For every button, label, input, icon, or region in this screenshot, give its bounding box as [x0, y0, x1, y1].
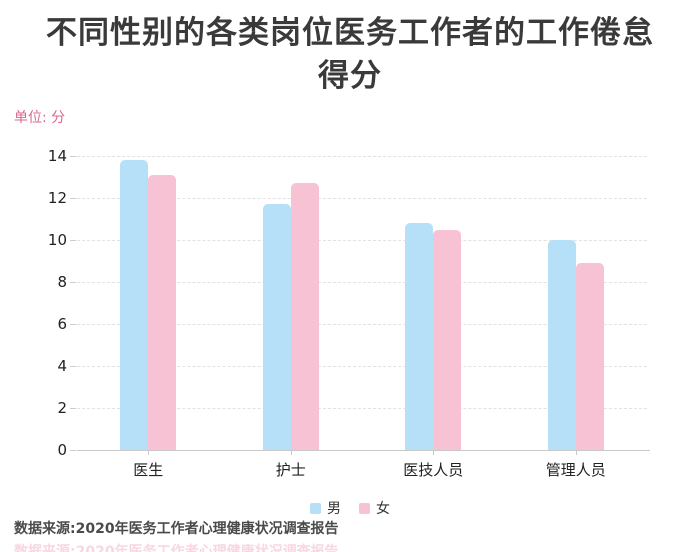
- unit-label: 单位: 分: [14, 110, 66, 126]
- y-axis-tick-2: [70, 408, 76, 409]
- x-axis-line: [77, 450, 650, 451]
- legend-label-female: 女: [376, 501, 390, 517]
- y-axis-tick-0: [70, 450, 76, 451]
- chart-title-line1: 不同性别的各类岗位医务工作者的工作倦怠: [46, 15, 654, 51]
- gridline-y14: [77, 156, 647, 157]
- bar-male-management-staff: [547, 240, 576, 450]
- legend: 男 女: [0, 498, 700, 518]
- x-axis-tick-doctor: [148, 451, 150, 455]
- y-axis-label-0: 0: [57, 441, 67, 459]
- gridline-y10: [77, 240, 647, 241]
- x-axis-label-nurse: 护士: [275, 461, 306, 479]
- bar-female-doctor: [148, 174, 177, 450]
- y-axis-label-8: 8: [57, 273, 67, 291]
- bar-male-nurse: [262, 204, 291, 450]
- y-axis-tick-10: [70, 240, 76, 241]
- x-axis-tick-nurse: [290, 451, 292, 455]
- x-axis-tick-management-staff: [575, 451, 577, 455]
- y-axis-tick-4: [70, 366, 76, 367]
- female-color-swatch: [359, 502, 370, 514]
- data-source-note: 数据来源:2020年医务工作者心理健康状况调查报告: [14, 521, 339, 537]
- legend-label-male: 男: [327, 501, 341, 517]
- y-axis-label-10: 10: [47, 231, 67, 249]
- gridline-y6: [77, 324, 647, 325]
- chart-title-line2: 得分: [318, 58, 382, 94]
- y-axis-label-4: 4: [57, 357, 67, 375]
- x-axis-label-management-staff: 管理人员: [545, 461, 606, 479]
- y-axis-label-2: 2: [57, 399, 67, 417]
- y-axis-label-14: 14: [47, 147, 67, 165]
- bar-female-medical-technical-staff: [433, 229, 462, 450]
- legend-item-male[interactable]: 男: [310, 498, 341, 518]
- y-axis-tick-8: [70, 282, 76, 283]
- male-color-swatch: [310, 502, 321, 514]
- bar-male-doctor: [120, 160, 149, 450]
- gridline-y8: [77, 282, 647, 283]
- x-axis-tick-medical-technical-staff: [433, 451, 435, 455]
- y-axis-label-12: 12: [47, 189, 67, 207]
- legend-item-female[interactable]: 女: [359, 498, 390, 518]
- y-axis-tick-14: [70, 156, 76, 157]
- cutoff-watermark-text: 数据来源:2020年医务工作者心理健康状况调查报告: [14, 544, 339, 552]
- gridline-y4: [77, 366, 647, 367]
- y-axis-tick-12: [70, 198, 76, 199]
- bar-male-medical-technical-staff: [405, 223, 434, 450]
- chart-title: 不同性别的各类岗位医务工作者的工作倦怠 得分: [0, 12, 700, 98]
- y-axis-label-6: 6: [57, 315, 67, 333]
- x-axis-label-medical-technical-staff: 医技人员: [403, 461, 464, 479]
- gridline-y2: [77, 408, 647, 409]
- bar-female-nurse: [290, 183, 319, 450]
- gridline-y12: [77, 198, 647, 199]
- x-axis-label-doctor: 医生: [133, 461, 164, 479]
- bar-female-management-staff: [575, 263, 604, 450]
- y-axis-tick-6: [70, 324, 76, 325]
